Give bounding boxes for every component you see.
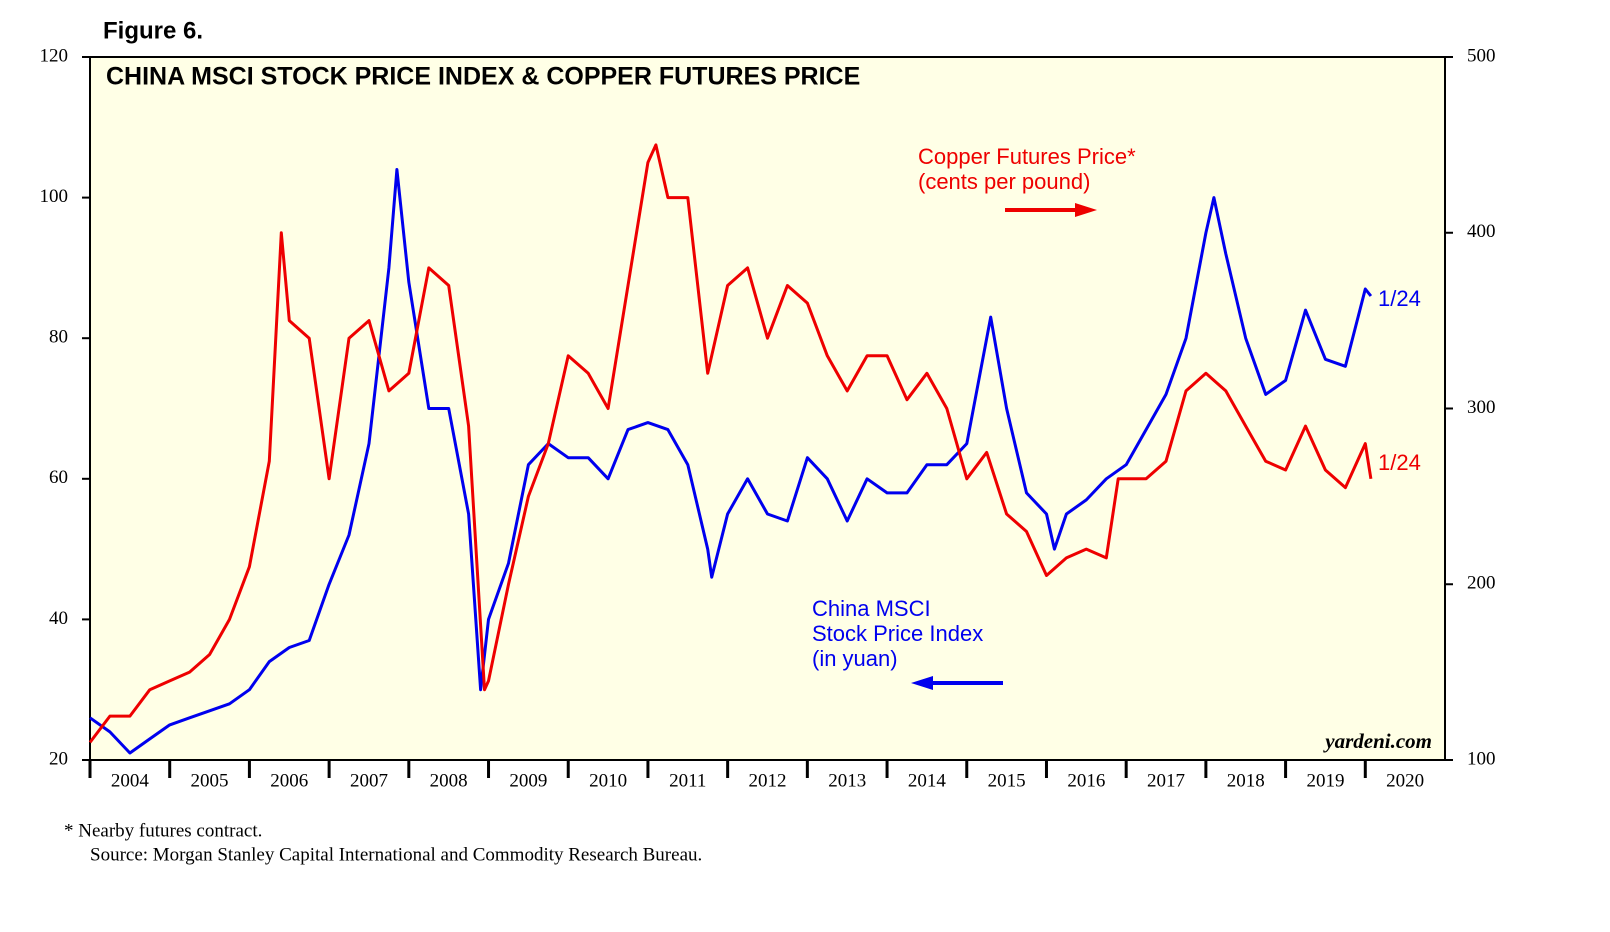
credit: yardeni.com [1322, 729, 1432, 753]
y-tick-label: 80 [49, 327, 68, 348]
footnote: * Nearby futures contract. [64, 820, 262, 841]
x-tick-label: 2010 [589, 770, 627, 791]
chart-title: CHINA MSCI STOCK PRICE INDEX & COPPER FU… [106, 63, 860, 91]
arrow-head [911, 676, 933, 690]
arrow-head [1075, 203, 1097, 217]
x-tick-label: 2019 [1306, 770, 1344, 791]
x-tick-label: 2009 [509, 770, 547, 791]
x-tick-label: 2014 [908, 770, 947, 791]
x-tick-label: 2015 [988, 770, 1026, 791]
y-tick-label: 20 [49, 748, 68, 769]
y2-tick-label: 500 [1467, 45, 1496, 66]
x-tick-label: 2020 [1386, 770, 1424, 791]
annotation: Copper Futures Price* [918, 144, 1136, 169]
annotation: (in yuan) [812, 646, 898, 671]
y2-tick-label: 200 [1467, 573, 1496, 594]
annotation: (cents per pound) [918, 169, 1090, 194]
x-tick-label: 2004 [111, 770, 150, 791]
annotation: China MSCI [812, 596, 931, 621]
y2-tick-label: 300 [1467, 397, 1496, 418]
x-tick-label: 2008 [430, 770, 468, 791]
annotation: Stock Price Index [812, 621, 983, 646]
annotation: 1/24 [1378, 286, 1421, 311]
y-tick-label: 120 [40, 45, 69, 66]
source: Source: Morgan Stanley Capital Internati… [90, 844, 702, 865]
x-tick-label: 2011 [669, 770, 706, 791]
x-tick-label: 2013 [828, 770, 866, 791]
figure-label: Figure 6. [103, 17, 203, 44]
x-tick-label: 2016 [1067, 770, 1105, 791]
y-tick-label: 60 [49, 467, 68, 488]
series-line [88, 143, 1373, 744]
x-tick-label: 2006 [270, 770, 308, 791]
x-tick-label: 2018 [1227, 770, 1265, 791]
plot-area [89, 56, 1446, 761]
y-tick-label: 40 [49, 608, 68, 629]
x-tick-label: 2012 [749, 770, 787, 791]
x-tick-label: 2005 [191, 770, 229, 791]
x-tick-label: 2007 [350, 770, 388, 791]
y2-tick-label: 400 [1467, 221, 1496, 242]
annotation: 1/24 [1378, 450, 1421, 475]
y-tick-label: 100 [40, 186, 69, 207]
series-line [89, 168, 1373, 755]
y2-tick-label: 100 [1467, 748, 1496, 769]
x-tick-label: 2017 [1147, 770, 1185, 791]
